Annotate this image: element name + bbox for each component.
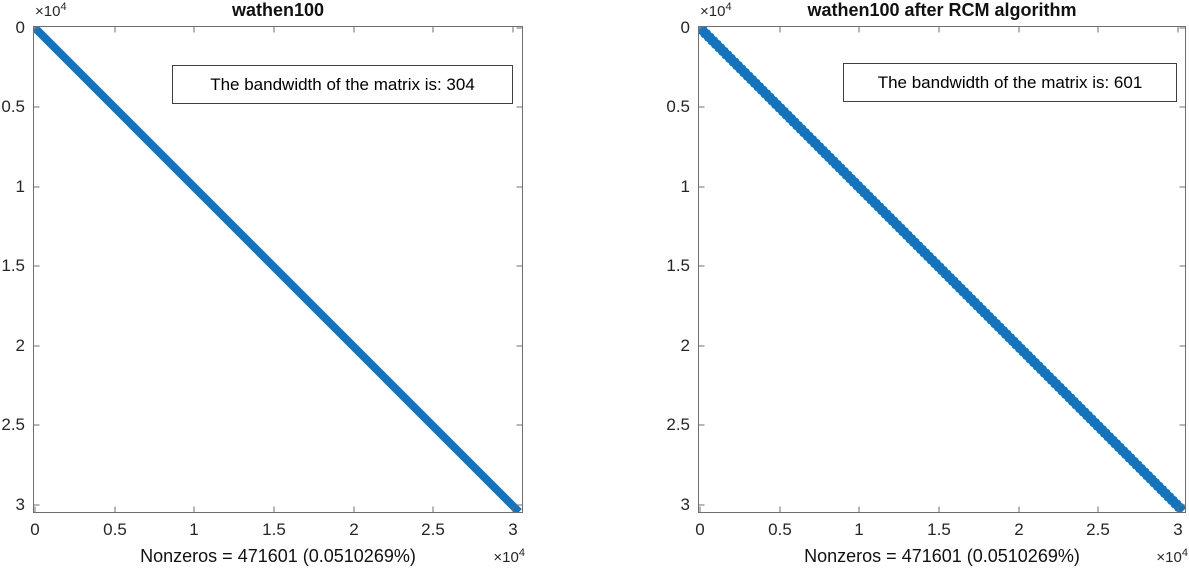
x-tick-label: 0 xyxy=(30,520,40,539)
y-tick-label: 1 xyxy=(680,177,690,196)
y-tick-label: 2.5 xyxy=(666,415,690,434)
bandwidth-annotation-left: The bandwidth of the matrix is: 304 xyxy=(172,65,513,104)
x-tick-label: 2.5 xyxy=(1086,520,1110,539)
y-axis-exponent-right: ×104 xyxy=(700,1,732,20)
y-tick-label: 2 xyxy=(680,336,690,355)
x-axis-exponent-right: ×104 xyxy=(1156,547,1188,566)
x-tick-label: 2 xyxy=(349,520,359,539)
y-tick-label: 3 xyxy=(680,495,690,514)
y-tick-label: 0.5 xyxy=(1,97,25,116)
plot-title-left: wathen100 xyxy=(231,0,325,20)
right-tick-marks xyxy=(516,27,523,506)
spy-plot-left xyxy=(33,26,523,513)
x-axis-label-left: Nonzeros = 471601 (0.0510269%) xyxy=(140,546,416,566)
top-tick-marks xyxy=(699,26,1179,33)
y-tick-label: 0 xyxy=(680,18,690,37)
band-dotted-row-lower xyxy=(699,33,1178,512)
left-tick-marks xyxy=(33,27,40,506)
x-tick-label: 1.5 xyxy=(927,520,951,539)
bandwidth-annotation-text: The bandwidth of the matrix is: 304 xyxy=(210,74,475,94)
y-tick-label: 1.5 xyxy=(666,256,690,275)
x-tick-label: 3 xyxy=(1173,520,1183,539)
x-tick-label: 0 xyxy=(695,520,705,539)
x-tick-label: 0.5 xyxy=(768,520,792,539)
subplot-wathen100: wathen100 ×104 The bandwidth of the matr… xyxy=(1,0,525,566)
x-axis-label-right: Nonzeros = 471601 (0.0510269%) xyxy=(804,546,1080,566)
y-tick-label: 2.5 xyxy=(1,415,25,434)
x-tick-label: 1 xyxy=(854,520,864,539)
y-tick-label: 0.5 xyxy=(666,97,690,116)
right-tick-marks xyxy=(1179,27,1186,506)
subplot-wathen100-rcm: wathen100 after RCM algorithm ×104 The b… xyxy=(666,0,1188,566)
x-tick-label: 1.5 xyxy=(262,520,286,539)
y-tick-label: 1.5 xyxy=(1,256,25,275)
y-axis-exponent-left: ×104 xyxy=(35,1,67,20)
diagonal-band-solid xyxy=(34,27,522,512)
x-tick-label: 2.5 xyxy=(421,520,445,539)
y-tick-label: 0 xyxy=(15,18,25,37)
bandwidth-annotation-right: The bandwidth of the matrix is: 601 xyxy=(843,63,1177,102)
y-tick-label: 1 xyxy=(15,177,25,196)
y-tick-label: 2 xyxy=(15,336,25,355)
bandwidth-annotation-text: The bandwidth of the matrix is: 601 xyxy=(877,72,1143,92)
axes-box xyxy=(698,26,1186,513)
band-dotted-row-upper xyxy=(705,27,1185,507)
bottom-tick-marks xyxy=(699,506,1179,513)
bottom-tick-marks xyxy=(34,506,514,513)
spy-plot-right xyxy=(698,26,1186,513)
axes-box xyxy=(33,26,523,513)
y-tick-label: 3 xyxy=(15,495,25,514)
plot-title-right: wathen100 after RCM algorithm xyxy=(807,0,1077,20)
x-axis-exponent-left: ×104 xyxy=(493,547,525,566)
x-tick-label: 1 xyxy=(189,520,199,539)
x-tick-label: 3 xyxy=(508,520,518,539)
x-tick-label: 2 xyxy=(1014,520,1024,539)
left-tick-marks xyxy=(698,27,705,506)
diagonal-band-wide xyxy=(699,27,1185,512)
top-tick-marks xyxy=(34,26,514,33)
x-tick-label: 0.5 xyxy=(103,520,127,539)
